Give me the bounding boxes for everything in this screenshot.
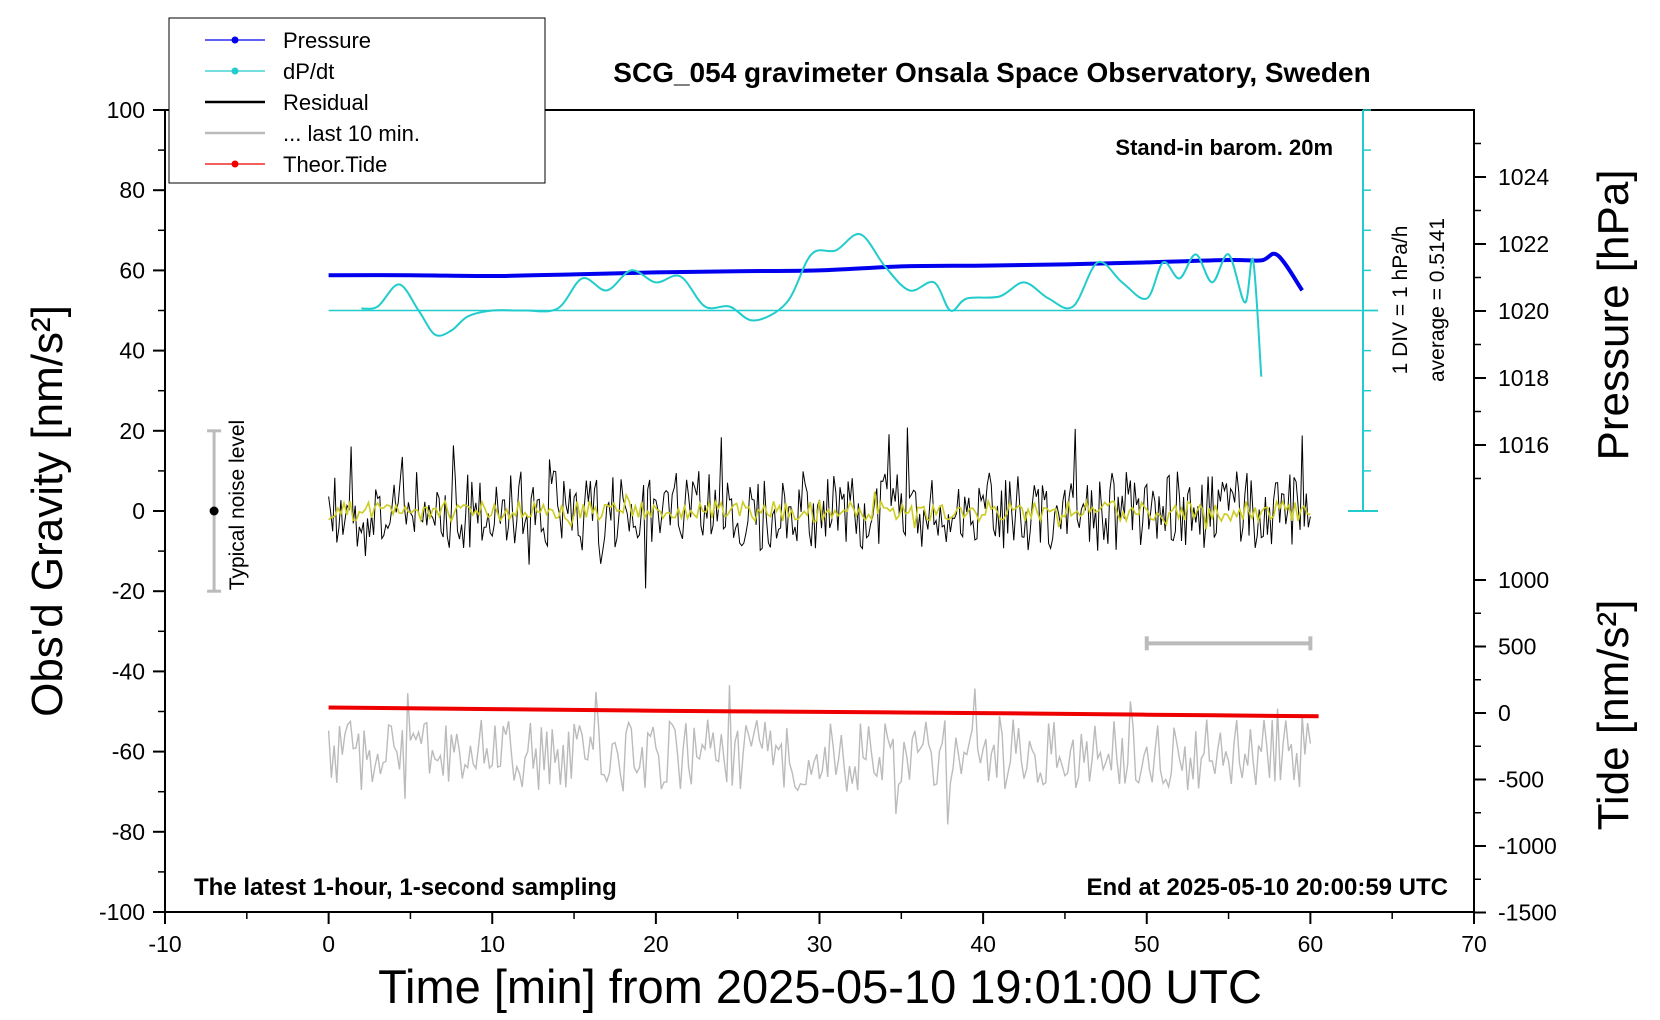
tide-tick-label: 500: [1498, 634, 1536, 660]
y-tick-label: 40: [119, 338, 145, 364]
y-tick-label: 100: [107, 97, 145, 123]
series-dp-dt: [361, 233, 1263, 377]
y-tick-label: 20: [119, 418, 145, 444]
series-layer: [327, 233, 1319, 825]
legend-marker: [231, 160, 239, 168]
pressure-tick-label: 1024: [1498, 164, 1549, 190]
x-tick-label: 50: [1134, 931, 1160, 957]
latest-note: The latest 1-hour, 1-second sampling: [194, 874, 617, 901]
noise-level-bar: [207, 429, 222, 593]
y-tick-label: -60: [112, 739, 145, 765]
legend-label: ... last 10 min.: [283, 121, 420, 146]
y-axis-ticks: 100 80 60 40 20 0 -20 -40 -60 -80 -100: [99, 97, 165, 925]
div-note: 1 DIV = 1 hPa/h: [1389, 226, 1412, 375]
pressure-axis-label: Pressure [hPa]: [1589, 169, 1638, 460]
y-tick-label: 80: [119, 177, 145, 203]
end-note: End at 2025-05-10 20:00:59 UTC: [1087, 874, 1449, 901]
x-tick-label: 30: [807, 931, 833, 957]
chart-title: SCG_054 gravimeter Onsala Space Observat…: [613, 57, 1370, 88]
x-tick-label: 60: [1298, 931, 1324, 957]
y-tick-label: 0: [132, 498, 145, 524]
plot-frame: [164, 109, 1475, 913]
y-tick-label: -80: [112, 819, 145, 845]
legend-label: Theor.Tide: [283, 152, 387, 177]
noise-bar-dot: [209, 506, 219, 516]
y-axis-label: Obs'd Gravity [nm/s²]: [23, 305, 72, 717]
legend-marker: [231, 36, 239, 44]
x-axis-label: Time [min] from 2025-05-10 19:01:00 UTC: [378, 960, 1262, 1013]
x-tick-label: 70: [1461, 931, 1487, 957]
x-tick-label: -10: [148, 931, 181, 957]
pressure-tick-label: 1016: [1498, 432, 1549, 458]
y-tick-label: -20: [112, 578, 145, 604]
tide-tick-label: 1000: [1498, 567, 1549, 593]
legend-label: dP/dt: [283, 59, 334, 84]
series-residual-smoothed: [328, 491, 1311, 530]
series-theor-tide: [328, 705, 1319, 719]
tide-tick-label: 0: [1498, 700, 1511, 726]
pressure-tick-label: 1018: [1498, 365, 1549, 391]
tide-tick-label: -500: [1498, 767, 1544, 793]
tide-tick-label: -1000: [1498, 833, 1557, 859]
pressure-axis-ticks: 1024 1022 1020 1018 1016: [1474, 142, 1549, 480]
last-10-min-bar: [1144, 636, 1313, 651]
series-pressure: [328, 251, 1304, 292]
legend-box: [168, 17, 546, 184]
noise-note: Typical noise level: [226, 420, 249, 590]
series-residual: [328, 427, 1311, 589]
legend-label: Residual: [283, 90, 369, 115]
legend: Pressure dP/dt Residual ... last 10 min. The…: [168, 17, 546, 184]
tide-axis-label: Tide [nm/s²]: [1589, 600, 1638, 831]
x-tick-label: 20: [643, 931, 669, 957]
barometer-note: Stand-in barom. 20m: [1115, 135, 1333, 160]
x-tick-label: 0: [322, 931, 335, 957]
y-tick-label: -40: [112, 658, 145, 684]
legend-label: Pressure: [283, 28, 371, 53]
tide-axis-ticks: 1000 500 0 -500 -1000 -1500: [1474, 567, 1557, 926]
x-tick-label: 40: [970, 931, 996, 957]
pressure-tick-label: 1020: [1498, 298, 1549, 324]
series-last-10-min: [327, 685, 1312, 825]
y-tick-label: -100: [99, 899, 145, 925]
pressure-tick-label: 1022: [1498, 231, 1549, 257]
legend-marker: [231, 67, 239, 75]
average-note: average = 0.5141: [1426, 218, 1449, 382]
x-tick-label: 10: [479, 931, 505, 957]
x-axis-ticks: -10 0 10 20 30 40 50 60 70: [148, 912, 1487, 957]
tide-tick-label: -1500: [1498, 900, 1557, 926]
y-tick-label: 60: [119, 257, 145, 283]
